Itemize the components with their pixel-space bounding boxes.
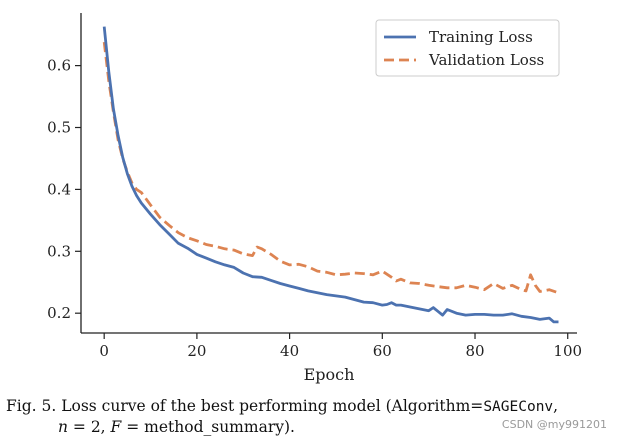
caption-prefix: Fig. 5. Loss curve of the best performin…	[6, 397, 484, 415]
caption-f-var: F	[110, 418, 122, 436]
caption-n-eq: = 2,	[67, 418, 111, 436]
legend-label: Training Loss	[429, 28, 533, 46]
watermark: CSDN @my991201	[501, 418, 607, 431]
y-tick-label: 0.3	[47, 242, 71, 260]
x-tick-label: 40	[280, 342, 299, 360]
legend-label: Validation Loss	[428, 51, 544, 69]
series-line-validation-loss	[102, 41, 559, 295]
y-tick-label: 0.5	[47, 119, 71, 137]
x-tick-label: 60	[373, 342, 392, 360]
caption-comma: ,	[553, 397, 559, 415]
x-tick-label: 20	[187, 342, 206, 360]
caption-f-eq: = method_summary).	[121, 418, 295, 436]
y-tick-label: 0.2	[47, 304, 71, 322]
loss-chart: 0.2 0.3 0.4 0.5 0.6 0 20 40 60 80 100 Epoch Traini…	[47, 13, 582, 384]
x-axis-title: Epoch	[304, 365, 355, 384]
series-layer	[102, 26, 559, 324]
figure-caption: Fig. 5. Loss curve of the best performin…	[6, 396, 611, 437]
caption-line-2: n = 2, F = method_summary).	[6, 417, 611, 437]
x-tick-label: 80	[465, 342, 484, 360]
caption-n-var: n	[58, 418, 68, 436]
caption-algorithm: SAGEConv	[483, 399, 554, 415]
caption-line-1: Fig. 5. Loss curve of the best performin…	[6, 396, 611, 417]
series-line-training-loss	[102, 26, 559, 324]
ticks-layer: 0.2 0.3 0.4 0.5 0.6 0 20 40 60 80 100	[47, 57, 582, 360]
x-tick-label: 100	[553, 342, 582, 360]
legend: Training Loss Validation Loss	[375, 19, 560, 77]
y-tick-label: 0.6	[47, 57, 71, 75]
x-tick-label: 0	[99, 342, 109, 360]
legend-box	[375, 19, 560, 77]
axes-layer	[80, 13, 577, 334]
y-tick-label: 0.4	[47, 180, 71, 198]
